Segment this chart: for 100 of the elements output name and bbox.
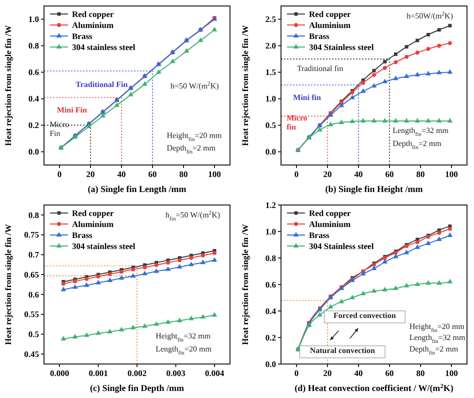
y-tick-label: 2.0 bbox=[265, 40, 276, 51]
point bbox=[360, 88, 366, 93]
point bbox=[128, 92, 134, 96]
x-tick-label: 0 bbox=[294, 169, 299, 179]
point bbox=[176, 318, 182, 322]
y-tick-label: 0.5 bbox=[28, 328, 39, 339]
x-tick-label: 20 bbox=[323, 368, 332, 378]
point bbox=[371, 288, 377, 293]
legend-label: Red copper bbox=[309, 8, 352, 19]
x-tick-label: 60 bbox=[385, 169, 394, 179]
point bbox=[165, 319, 171, 324]
x-tick-label: 20 bbox=[323, 169, 332, 179]
y-tick-label: 0.45 bbox=[24, 348, 39, 359]
annotation: Height$_{fin}$=32 mm bbox=[156, 332, 212, 344]
point bbox=[371, 82, 377, 88]
point bbox=[61, 282, 66, 286]
annotation: Height$_{fin}$=20 mm bbox=[409, 322, 466, 334]
point bbox=[200, 254, 205, 258]
legend-label: Red copper bbox=[72, 208, 114, 218]
point bbox=[394, 60, 398, 64]
point bbox=[437, 28, 441, 32]
y-tick-label: 1.5 bbox=[265, 67, 276, 78]
annotation: h=50 W/(m$^{2}$K) bbox=[170, 82, 220, 91]
annotation: h=50W/(m$^{2}$K) bbox=[406, 12, 454, 21]
point bbox=[404, 45, 408, 49]
point bbox=[394, 52, 398, 56]
point bbox=[142, 81, 148, 86]
y-axis-title: Heat rejection from single fin /W bbox=[3, 24, 13, 146]
point bbox=[212, 257, 218, 262]
point bbox=[436, 236, 442, 241]
point bbox=[350, 118, 355, 124]
point bbox=[350, 94, 355, 100]
annotation: Mini fin bbox=[293, 92, 322, 102]
annotation: Mini Fin bbox=[56, 106, 88, 115]
point bbox=[338, 102, 344, 108]
point bbox=[108, 272, 112, 276]
y-tick-label: 1.0 bbox=[265, 226, 276, 236]
point bbox=[426, 46, 430, 51]
point bbox=[426, 118, 431, 123]
point bbox=[86, 124, 92, 128]
y-tick-label: 0.0 bbox=[28, 146, 39, 157]
point bbox=[436, 280, 442, 285]
point bbox=[382, 286, 388, 292]
annotation: Depth$_{fin}$=2 mm bbox=[392, 138, 442, 151]
legend-label: 304 Stainless steel bbox=[309, 42, 374, 52]
point bbox=[404, 54, 409, 59]
x-tick-label: 80 bbox=[416, 368, 425, 378]
point bbox=[198, 37, 204, 42]
annotation: Traditional fin bbox=[296, 64, 344, 74]
point bbox=[393, 118, 398, 123]
y-tick-label: 0.6 bbox=[265, 279, 276, 290]
point bbox=[189, 256, 194, 260]
y-tick-label: 2.5 bbox=[265, 14, 276, 24]
point bbox=[382, 118, 388, 123]
point bbox=[415, 240, 420, 244]
point bbox=[448, 24, 452, 28]
x-tick-label: 0.000 bbox=[50, 368, 70, 378]
legend-label: 304 stainless steel bbox=[72, 240, 136, 251]
y-tick-label: 0.75 bbox=[24, 230, 39, 240]
point bbox=[184, 48, 190, 53]
legend-label: Aluminium bbox=[72, 20, 114, 30]
point bbox=[404, 282, 410, 288]
point bbox=[426, 32, 430, 36]
point bbox=[142, 270, 148, 276]
point bbox=[72, 284, 78, 289]
point bbox=[447, 118, 453, 123]
annotation: Micro Fin bbox=[50, 120, 70, 138]
point bbox=[130, 324, 136, 330]
point bbox=[436, 70, 442, 74]
y-tick-label: 0.6 bbox=[28, 67, 39, 78]
point bbox=[414, 281, 420, 286]
point bbox=[448, 41, 452, 46]
y-tick-label: 0.6 bbox=[28, 289, 39, 300]
point bbox=[142, 265, 147, 270]
point bbox=[393, 254, 398, 258]
point bbox=[437, 44, 442, 48]
point bbox=[404, 118, 410, 123]
y-tick-label: 0.0 bbox=[265, 358, 276, 369]
point bbox=[96, 330, 101, 335]
point bbox=[338, 298, 344, 304]
legend-label: Brass bbox=[309, 230, 330, 240]
point bbox=[84, 282, 90, 287]
x-tick-label: 0.004 bbox=[204, 368, 225, 378]
x-tick-label: 40 bbox=[354, 368, 363, 378]
legend-label: Aluminium bbox=[309, 218, 351, 229]
point bbox=[414, 72, 420, 76]
y-axis-title: Heat rejection from single fin /W bbox=[240, 24, 250, 146]
point bbox=[317, 312, 322, 316]
x-tick-label: 0.001 bbox=[88, 368, 108, 378]
legend-label: Red copper bbox=[72, 8, 114, 19]
point bbox=[188, 316, 194, 320]
point bbox=[447, 232, 453, 237]
x-tick-label: 80 bbox=[416, 169, 425, 179]
x-tick-label: 0 bbox=[294, 368, 299, 378]
point bbox=[437, 230, 442, 235]
x-tick-label: 40 bbox=[354, 169, 363, 179]
x-tick-label: 40 bbox=[117, 169, 126, 179]
y-tick-label: 0.55 bbox=[24, 309, 39, 320]
point bbox=[382, 78, 388, 84]
y-tick-label: 0.2 bbox=[28, 120, 39, 130]
